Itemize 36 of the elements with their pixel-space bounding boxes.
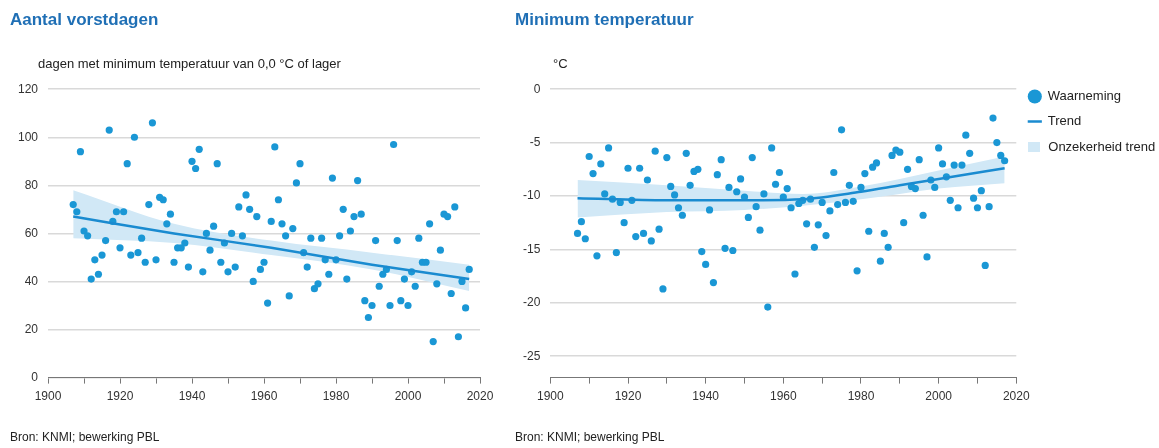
x-tick-label: 1960 xyxy=(769,389,797,404)
y-tick-label: 80 xyxy=(24,177,39,192)
text: Bron: KNMI; bewerking PBL xyxy=(10,430,160,444)
chart-title: Minimum temperatuur xyxy=(515,10,694,30)
x-tick-label: 1900 xyxy=(34,389,62,404)
chart-title: Aantal vorstdagen xyxy=(10,10,159,30)
x-tick-label: 1900 xyxy=(536,389,565,404)
x-tick-label: 1960 xyxy=(250,389,278,404)
x-tick-label: 1980 xyxy=(847,389,875,404)
legend-label: Waarneming xyxy=(1047,88,1121,104)
x-tick-label: 2000 xyxy=(394,389,422,404)
x-tick-label: 1920 xyxy=(106,389,134,404)
y-tick-label: 100 xyxy=(17,129,39,144)
x-tick-label: 1940 xyxy=(692,389,720,404)
text: Onzekerheid trend xyxy=(1048,139,1156,154)
y-tick-label: -5 xyxy=(529,134,541,149)
y-axis-title: °C xyxy=(553,56,568,71)
x-tick-label: 2020 xyxy=(466,389,494,404)
y-tick-label: 120 xyxy=(17,81,39,96)
x-tick-label: 2000 xyxy=(925,389,953,404)
y-axis-title: dagen met minimum temperatuur van 0,0 °C of lager xyxy=(38,56,341,71)
x-tick-label: 1940 xyxy=(178,389,206,404)
text: Bron: KNMI; bewerking PBL xyxy=(515,430,665,444)
x-tick-label: 1920 xyxy=(614,389,642,404)
y-tick-label: -15 xyxy=(523,241,541,256)
y-tick-label: -20 xyxy=(523,295,541,310)
y-tick-label: 0 xyxy=(533,81,541,96)
y-tick-label: -10 xyxy=(523,188,541,203)
x-tick-label: 2020 xyxy=(1002,389,1030,404)
y-tick-label: 0 xyxy=(31,369,39,384)
y-tick-label: 20 xyxy=(24,321,39,336)
legend-label: Trend xyxy=(1047,113,1082,129)
x-tick-label: 1980 xyxy=(322,389,350,404)
y-tick-label: -25 xyxy=(523,348,541,363)
y-tick-label: 60 xyxy=(24,225,39,240)
y-tick-label: 40 xyxy=(24,273,39,288)
